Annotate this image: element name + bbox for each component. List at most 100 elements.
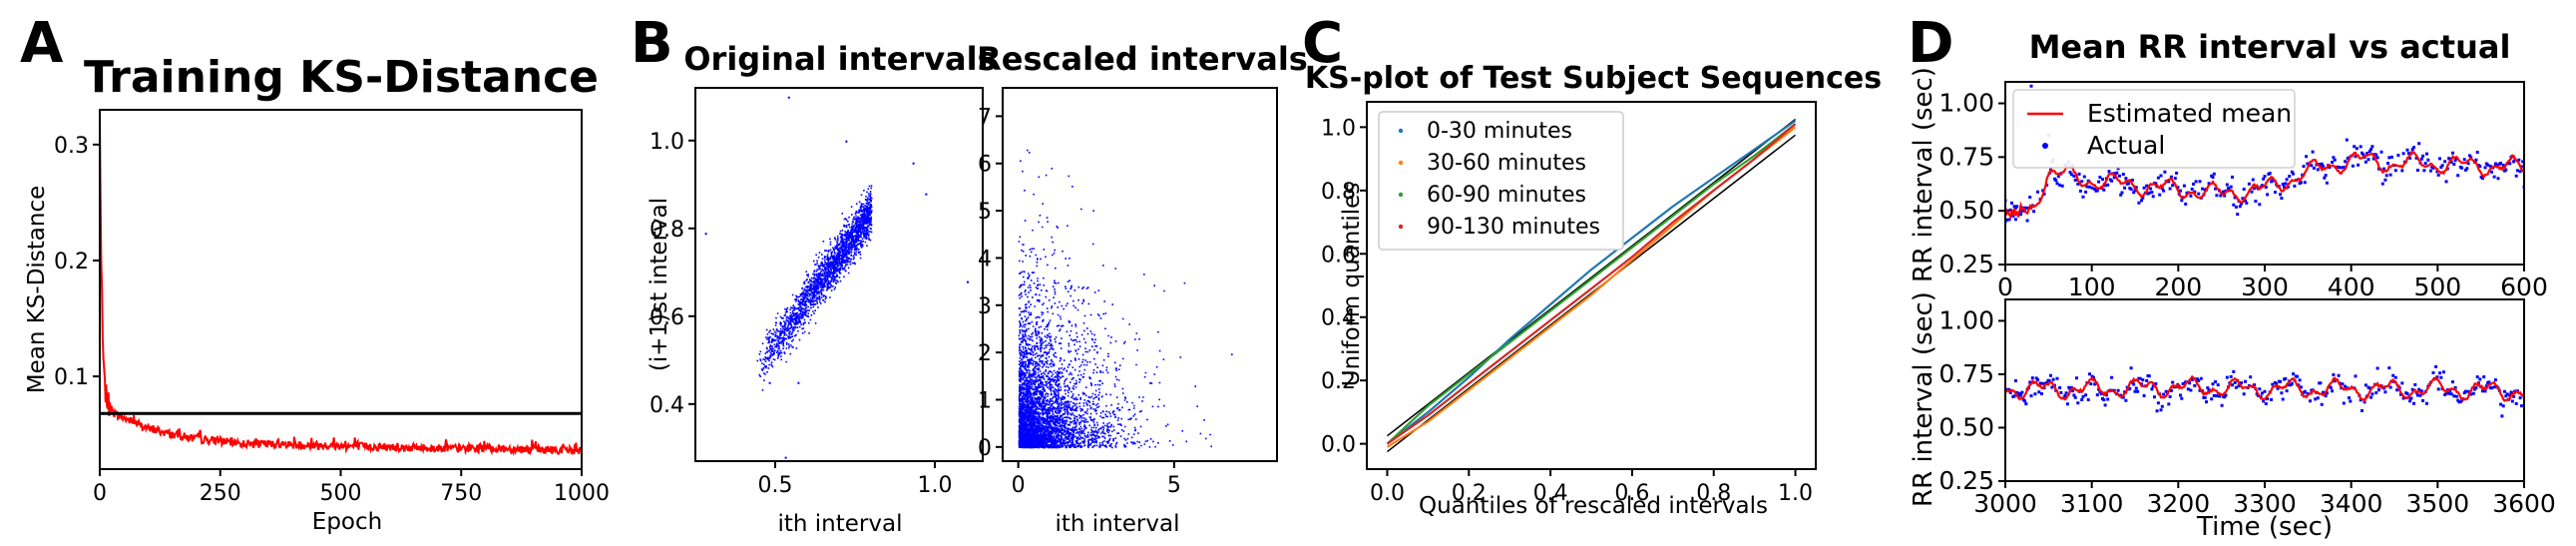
panel-d-bottom-xtick-label: 3200 — [2147, 489, 2211, 518]
panel-a-training-line — [100, 119, 582, 456]
panel-b-rescaled-xtick-label: 5 — [1167, 473, 1181, 498]
panel-d-bottom-xtick-label: 3600 — [2492, 489, 2556, 518]
panel-d-bottom-xtick-label: 3400 — [2320, 489, 2383, 518]
panel-b-original-xtick-label: 0.5 — [758, 473, 793, 498]
panel-d-top-xtick-label: 500 — [2413, 273, 2461, 301]
panel-c-legend-label-1: 30-60 minutes — [1427, 151, 1586, 176]
panel-c-xtick-label: 0.2 — [1452, 481, 1487, 506]
panel-c-ytick-label: 1.0 — [1321, 116, 1356, 141]
panel-c-xtick-label: 0.6 — [1614, 481, 1649, 506]
panel-a-xtick-label: 500 — [320, 481, 362, 506]
panel-c-xlabel: Quantiles of rescaled intervals — [1419, 493, 1768, 519]
panel-a-xtick-label: 1000 — [554, 481, 610, 506]
panel-d-bottom-xtick-label: 3500 — [2406, 489, 2470, 518]
panel-c-frame — [1366, 101, 1817, 470]
panel-c-series-line-3 — [1386, 123, 1797, 445]
panel-d-top-ytick-label: 0.25 — [1938, 250, 1994, 278]
panel-b-rescaled-chart: Rescaled intervals ith interval 0 5 0 1 2 3 4 5… — [977, 40, 1308, 537]
panel-d-legend-marker-actual — [2042, 143, 2048, 149]
panel-a-xtick-label: 0 — [93, 481, 107, 506]
panel-c-legend-marker-3 — [1398, 224, 1404, 230]
panel-d-top-xtick-label: 200 — [2154, 273, 2202, 301]
panel-letter-d: D — [1908, 11, 1953, 76]
panel-a-title: Training KS-Distance — [84, 52, 599, 103]
panel-c-legend-label-0: 0-30 minutes — [1427, 119, 1572, 144]
panel-c-ylabel: Uniform quantiles — [1339, 183, 1365, 387]
panel-c-ytick-label: 0.2 — [1321, 369, 1356, 394]
panel-c-legend-label-3: 90-130 minutes — [1427, 215, 1600, 240]
panel-b-rescaled-points — [1018, 149, 1233, 449]
panel-a-ytick-label: 0.3 — [54, 134, 89, 159]
panel-b-rescaled-frame — [1002, 87, 1278, 462]
panel-b-rescaled-xtick-label: 0 — [1012, 473, 1026, 498]
panel-b-original-ytick-label: 0.6 — [649, 305, 684, 330]
panel-c-bound-line-1 — [1386, 134, 1797, 453]
panel-d-bottom-xtick-label: 3300 — [2233, 489, 2297, 518]
panel-b-rescaled-ytick-label: 3 — [978, 294, 992, 319]
panel-b-rescaled-ytick-label: 0 — [978, 436, 992, 461]
panel-letter-c: C — [1302, 11, 1343, 76]
panel-d-legend-box — [2012, 89, 2296, 169]
panel-b-rescaled-ytick-label: 1 — [978, 388, 992, 413]
panel-b-original-frame — [694, 87, 984, 462]
panel-b-rescaled-ytick-label: 6 — [978, 153, 992, 178]
panel-d-bottom-ylabel: RR interval (sec) — [1909, 291, 1938, 507]
panel-c-chart: KS-plot of Test Subject Sequences Quanti… — [1305, 61, 1882, 519]
panel-b-rescaled-title: Rescaled intervals — [977, 40, 1308, 78]
panel-d-bottom-xtick-label: 3000 — [1973, 489, 2037, 518]
panel-a-xlabel: Epoch — [312, 509, 382, 535]
panel-letter-a: A — [20, 11, 64, 76]
panel-c-xtick-label: 1.0 — [1778, 481, 1813, 506]
panel-b-original-xtick-label: 1.0 — [918, 473, 953, 498]
panel-c-title: KS-plot of Test Subject Sequences — [1305, 61, 1882, 96]
panel-c-xtick-label: 0.8 — [1696, 481, 1731, 506]
panel-c-legend-marker-1 — [1398, 160, 1404, 166]
panel-d-chart: Mean RR interval vs actual RR interval (… — [1909, 28, 2556, 542]
panel-b-rescaled-ytick-label: 7 — [978, 105, 992, 130]
panel-b-original-ytick-label: 0.4 — [649, 393, 684, 418]
panel-d-top-ytick-label: 0.75 — [1938, 142, 1994, 171]
panel-a-xtick-label: 250 — [200, 481, 241, 506]
panel-b-original-ylabel: (i+1)st interval — [646, 198, 672, 371]
panel-b-original-chart: Original intervals ith interval (i+1)st … — [646, 40, 997, 537]
panel-c-legend-label-2: 60-90 minutes — [1427, 183, 1586, 208]
panel-d-top-ytick-label: 1.00 — [1938, 89, 1994, 118]
panel-d-bottom-actual-points — [2005, 364, 2524, 418]
panel-b-original-ytick-label: 1.0 — [649, 130, 684, 155]
panel-d-title: Mean RR interval vs actual — [2029, 28, 2511, 66]
panel-b-rescaled-ytick-label: 5 — [978, 200, 992, 225]
panel-a-xtick-label: 750 — [440, 481, 482, 506]
panel-b-original-ytick-label: 0.8 — [649, 218, 684, 243]
panel-d-bottom-estimated-line — [2005, 374, 2524, 403]
panel-d-top-xtick-label: 400 — [2328, 273, 2375, 301]
panel-d-top-xtick-label: 100 — [2068, 273, 2116, 301]
panel-d-top-xtick-label: 300 — [2241, 273, 2289, 301]
panel-c-series-line-2 — [1386, 123, 1797, 445]
panel-a-ytick-label: 0.1 — [54, 365, 89, 390]
panel-a-ytick-label: 0.2 — [54, 250, 89, 274]
panel-a-frame — [99, 109, 583, 470]
panel-d-top-xtick-label: 0 — [1997, 273, 2013, 301]
panel-c-xtick-label: 0.4 — [1533, 481, 1568, 506]
panel-c-legend-marker-0 — [1398, 128, 1404, 134]
panel-b-rescaled-ytick-label: 2 — [978, 341, 992, 366]
panel-d-bottom-ytick-label: 1.00 — [1938, 305, 1994, 334]
panel-d-top-frame — [2004, 81, 2525, 266]
panel-c-xtick-label: 0.0 — [1370, 481, 1405, 506]
panel-a-ylabel: Mean KS-Distance — [24, 186, 50, 394]
panel-d-top-xtick-label: 600 — [2500, 273, 2548, 301]
panel-a-chart: Training KS-Distance Epoch Mean KS-Dista… — [24, 52, 610, 535]
panel-b-rescaled-ytick-label: 4 — [978, 247, 992, 272]
panel-d-top-ylabel: RR interval (sec) — [1909, 67, 1938, 282]
panel-c-ytick-label: 0.8 — [1321, 180, 1356, 205]
panel-d-bottom-xtick-label: 3100 — [2060, 489, 2124, 518]
panel-b-original-xlabel: ith interval — [778, 511, 903, 537]
panel-d-bottom-frame — [2004, 298, 2525, 482]
panel-d-legend-label-actual: Actual — [2087, 131, 2165, 160]
panel-c-bound-line-0 — [1386, 118, 1797, 437]
panel-c-ytick-label: 0.4 — [1321, 306, 1356, 331]
panel-c-ytick-label: 0.0 — [1321, 433, 1356, 458]
panel-b-original-title: Original intervals — [683, 40, 996, 78]
panel-d-bottom-ytick-label: 0.25 — [1938, 466, 1994, 495]
